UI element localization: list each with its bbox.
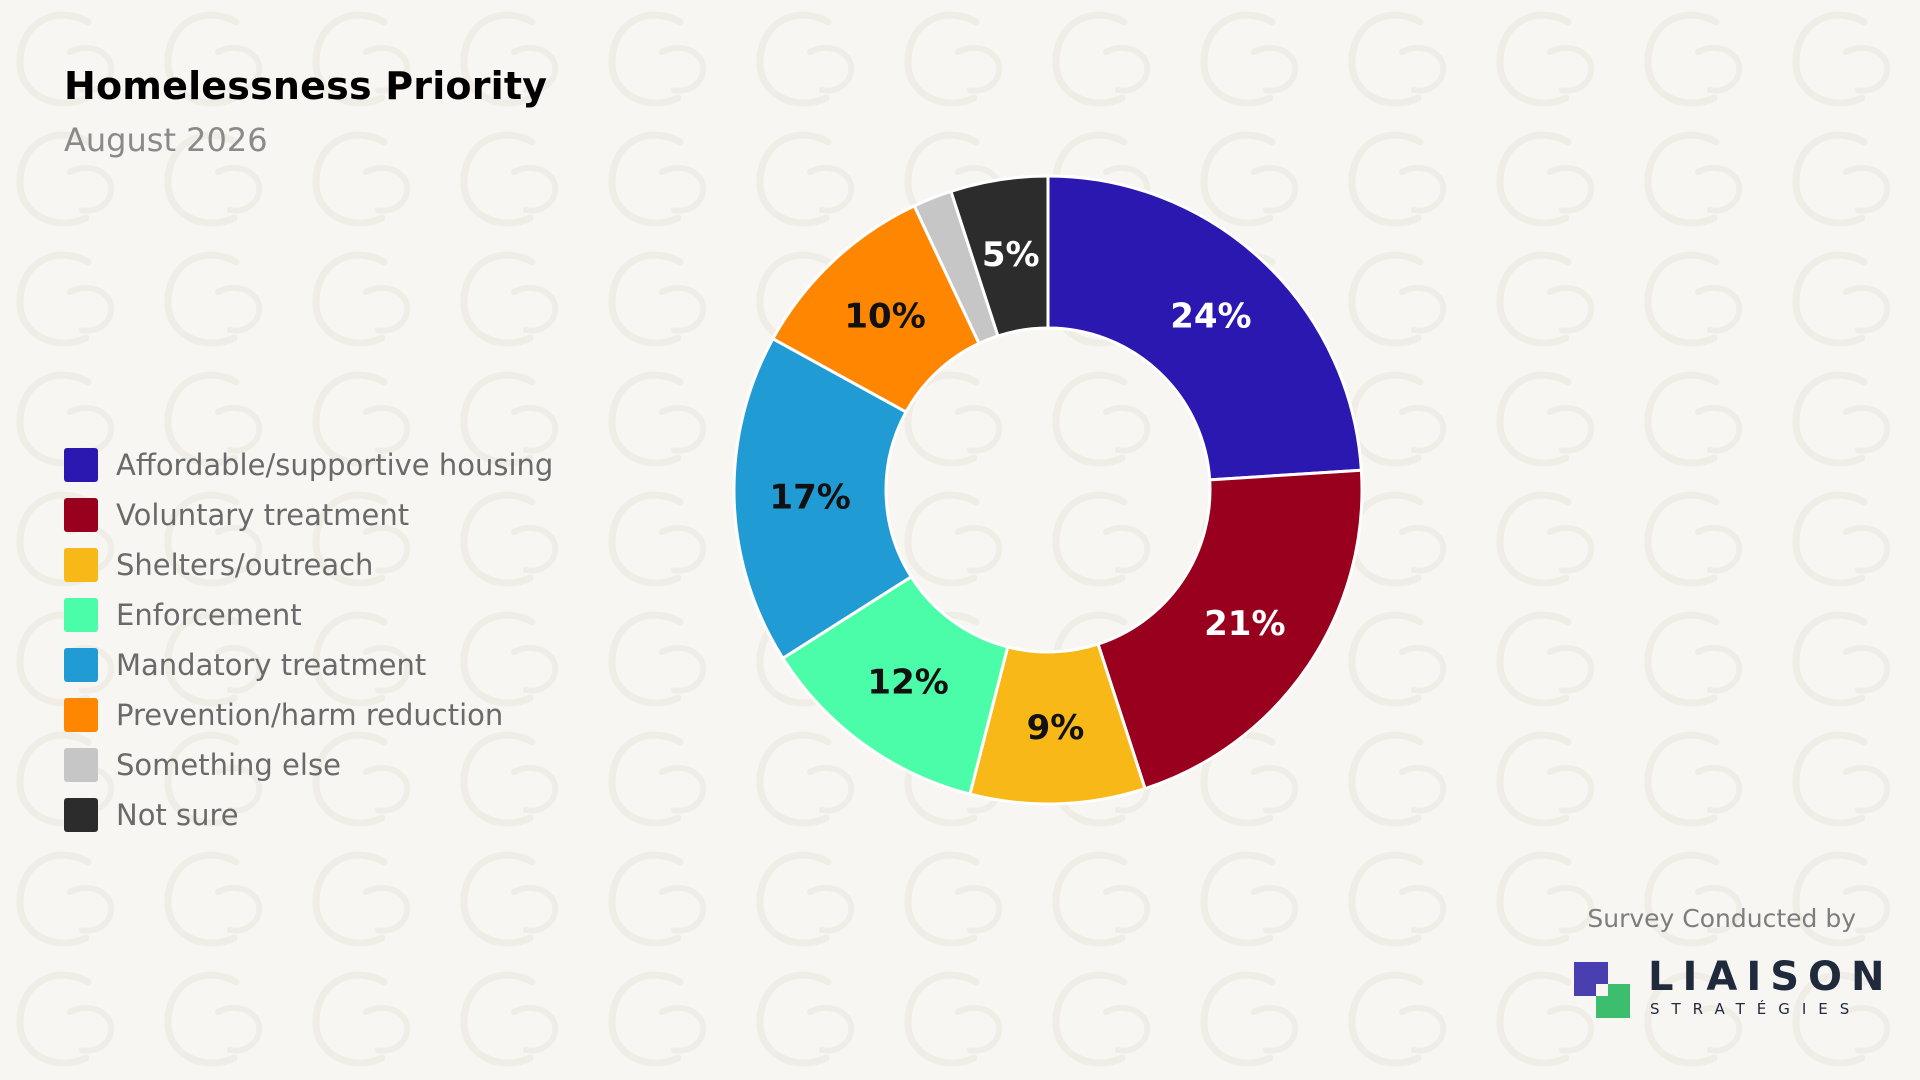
liaison-logo-icon xyxy=(1574,962,1630,1018)
slice-data-label: 21% xyxy=(1204,604,1285,644)
legend-item: Mandatory treatment xyxy=(64,640,553,690)
chart-legend: Affordable/supportive housing Voluntary t… xyxy=(64,440,553,840)
legend-item: Prevention/harm reduction xyxy=(64,690,553,740)
legend-label: Prevention/harm reduction xyxy=(116,698,504,732)
slice-data-label: 17% xyxy=(769,477,850,517)
legend-swatch xyxy=(64,798,98,832)
slice-data-label: 9% xyxy=(1027,708,1085,748)
legend-label: Affordable/supportive housing xyxy=(116,448,554,482)
donut-slice xyxy=(1046,174,1363,482)
legend-label: Enforcement xyxy=(116,598,302,632)
legend-swatch xyxy=(64,648,98,682)
legend-label: Mandatory treatment xyxy=(116,648,427,682)
legend-label: Voluntary treatment xyxy=(116,498,410,532)
legend-swatch xyxy=(64,698,98,732)
brand-logo: LIAISON STRATÉGIES xyxy=(1574,954,1885,1018)
slice-data-label: 5% xyxy=(982,235,1040,275)
slice-data-label: 10% xyxy=(844,297,925,337)
legend-item: Shelters/outreach xyxy=(64,540,553,590)
legend-label: Not sure xyxy=(116,798,239,832)
chart-title: Homelessness Priority xyxy=(64,64,548,108)
legend-swatch xyxy=(64,448,98,482)
legend-item: Voluntary treatment xyxy=(64,490,553,540)
legend-swatch xyxy=(64,548,98,582)
slice-data-label: 12% xyxy=(867,663,948,703)
legend-swatch xyxy=(64,498,98,532)
chart-subtitle: August 2026 xyxy=(64,121,268,159)
donut-chart: 24% 21% 9% 12% 17% 10% 5% xyxy=(732,174,1364,806)
brand-name: LIAISON xyxy=(1648,954,1894,1000)
donut-slice xyxy=(732,337,913,660)
legend-swatch xyxy=(64,748,98,782)
donut-slice xyxy=(1096,468,1364,791)
donut-slice xyxy=(781,575,1010,796)
donut-slice xyxy=(949,174,1050,338)
legend-item: Something else xyxy=(64,740,553,790)
slice-data-label: 24% xyxy=(1170,297,1251,337)
legend-label: Something else xyxy=(116,748,341,782)
legend-swatch xyxy=(64,598,98,632)
legend-item: Enforcement xyxy=(64,590,553,640)
survey-credit: Survey Conducted by xyxy=(1587,904,1856,933)
legend-item: Affordable/supportive housing xyxy=(64,440,553,490)
legend-item: Not sure xyxy=(64,790,553,840)
legend-label: Shelters/outreach xyxy=(116,548,374,582)
brand-tagline: STRATÉGIES xyxy=(1650,1000,1862,1018)
